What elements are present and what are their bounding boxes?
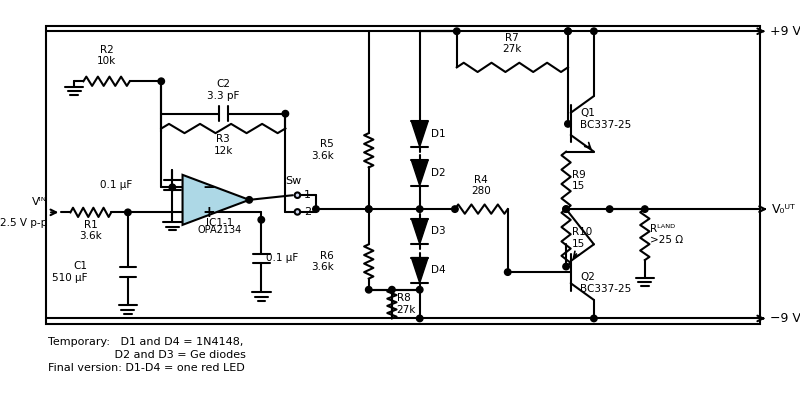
Text: D2: D2: [431, 168, 446, 178]
Text: Temporary:   D1 and D4 = 1N4148,: Temporary: D1 and D4 = 1N4148,: [48, 337, 243, 347]
Text: D3: D3: [431, 227, 446, 236]
Text: +: +: [202, 205, 215, 220]
Circle shape: [294, 209, 300, 215]
Text: R6
3.6k: R6 3.6k: [311, 251, 334, 272]
Text: IC1-1: IC1-1: [206, 218, 234, 228]
Circle shape: [565, 121, 571, 127]
Circle shape: [169, 184, 175, 190]
Polygon shape: [411, 122, 428, 147]
Text: −9 V: −9 V: [770, 312, 800, 325]
Text: R1
3.6k: R1 3.6k: [79, 220, 102, 242]
Text: R10
15: R10 15: [572, 227, 592, 249]
Text: R4
280: R4 280: [471, 175, 491, 196]
Circle shape: [389, 286, 395, 293]
Circle shape: [590, 315, 597, 322]
Circle shape: [563, 206, 570, 212]
Circle shape: [563, 263, 570, 270]
Circle shape: [452, 206, 458, 212]
Circle shape: [125, 209, 131, 215]
Text: −: −: [202, 180, 215, 195]
Circle shape: [246, 196, 253, 203]
Text: Q1
BC337-25: Q1 BC337-25: [580, 109, 631, 130]
Circle shape: [606, 206, 613, 212]
Circle shape: [294, 192, 300, 198]
Circle shape: [590, 28, 597, 34]
Text: Sw: Sw: [286, 176, 302, 186]
Circle shape: [565, 28, 571, 34]
Circle shape: [258, 217, 265, 223]
Bar: [46, 26, 760, 324]
Circle shape: [366, 286, 372, 293]
Circle shape: [505, 269, 511, 275]
Circle shape: [313, 206, 319, 212]
Text: 1: 1: [304, 190, 311, 200]
Text: C2
3.3 pF: C2 3.3 pF: [207, 79, 239, 101]
Text: 0.1 µF: 0.1 µF: [266, 253, 298, 263]
Circle shape: [417, 315, 423, 322]
Polygon shape: [411, 160, 428, 186]
Text: Vᴵᴺ: Vᴵᴺ: [32, 197, 47, 207]
Circle shape: [158, 78, 165, 84]
Circle shape: [417, 206, 423, 212]
Text: D4: D4: [431, 265, 446, 275]
Polygon shape: [411, 219, 428, 244]
Circle shape: [454, 28, 460, 34]
Text: R3
12k: R3 12k: [214, 134, 233, 156]
Circle shape: [563, 206, 570, 212]
Circle shape: [282, 110, 289, 117]
Text: 2.5 V p-p: 2.5 V p-p: [0, 218, 47, 228]
Polygon shape: [411, 257, 428, 283]
Text: C1
510 µF: C1 510 µF: [52, 261, 87, 283]
Circle shape: [642, 206, 648, 212]
Text: V₀ᵁᵀ: V₀ᵁᵀ: [772, 203, 795, 215]
Text: OPA2134: OPA2134: [198, 225, 242, 235]
Circle shape: [366, 206, 372, 212]
Text: +9 V: +9 V: [770, 25, 800, 38]
Text: Final version: D1-D4 = one red LED: Final version: D1-D4 = one red LED: [48, 363, 245, 373]
Text: R2
10k: R2 10k: [97, 45, 116, 67]
Text: R8
27k: R8 27k: [397, 293, 416, 315]
Text: Q2
BC337-25: Q2 BC337-25: [580, 272, 631, 294]
Text: D1: D1: [431, 129, 446, 139]
Circle shape: [565, 28, 571, 34]
Text: 0.1 µF: 0.1 µF: [100, 180, 133, 190]
Text: D2 and D3 = Ge diodes: D2 and D3 = Ge diodes: [48, 350, 246, 360]
Text: R5
3.6k: R5 3.6k: [311, 139, 334, 161]
Circle shape: [417, 286, 423, 293]
Text: R9
15: R9 15: [572, 169, 586, 191]
Text: R7
27k: R7 27k: [502, 33, 522, 54]
Circle shape: [366, 206, 372, 212]
Text: 2: 2: [304, 207, 311, 217]
Polygon shape: [182, 175, 250, 225]
Text: Rᴸᴬᴺᴰ
>25 Ω: Rᴸᴬᴺᴰ >25 Ω: [650, 224, 683, 246]
